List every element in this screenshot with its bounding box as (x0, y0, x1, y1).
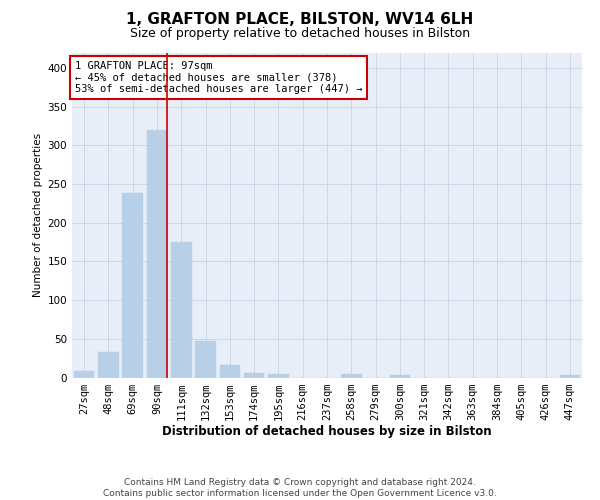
Bar (244, 373, 265, 378)
Bar (98, 352, 119, 378)
Bar (171, 242, 191, 378)
X-axis label: Distribution of detached houses by size in Bilston: Distribution of detached houses by size … (162, 426, 492, 438)
Text: Contains HM Land Registry data © Crown copyright and database right 2024.
Contai: Contains HM Land Registry data © Crown c… (103, 478, 497, 498)
Text: Size of property relative to detached houses in Bilston: Size of property relative to detached ho… (130, 28, 470, 40)
Bar (341, 374, 362, 378)
Bar (122, 194, 143, 378)
Y-axis label: Number of detached properties: Number of detached properties (33, 133, 43, 297)
Text: 1, GRAFTON PLACE, BILSTON, WV14 6LH: 1, GRAFTON PLACE, BILSTON, WV14 6LH (127, 12, 473, 28)
Bar (146, 130, 167, 378)
Text: 1 GRAFTON PLACE: 97sqm
← 45% of detached houses are smaller (378)
53% of semi-de: 1 GRAFTON PLACE: 97sqm ← 45% of detached… (74, 60, 362, 94)
Bar (195, 341, 216, 378)
Bar (268, 374, 289, 378)
Bar (74, 372, 94, 378)
Bar (220, 365, 240, 378)
Bar (389, 375, 410, 378)
Bar (560, 375, 580, 378)
